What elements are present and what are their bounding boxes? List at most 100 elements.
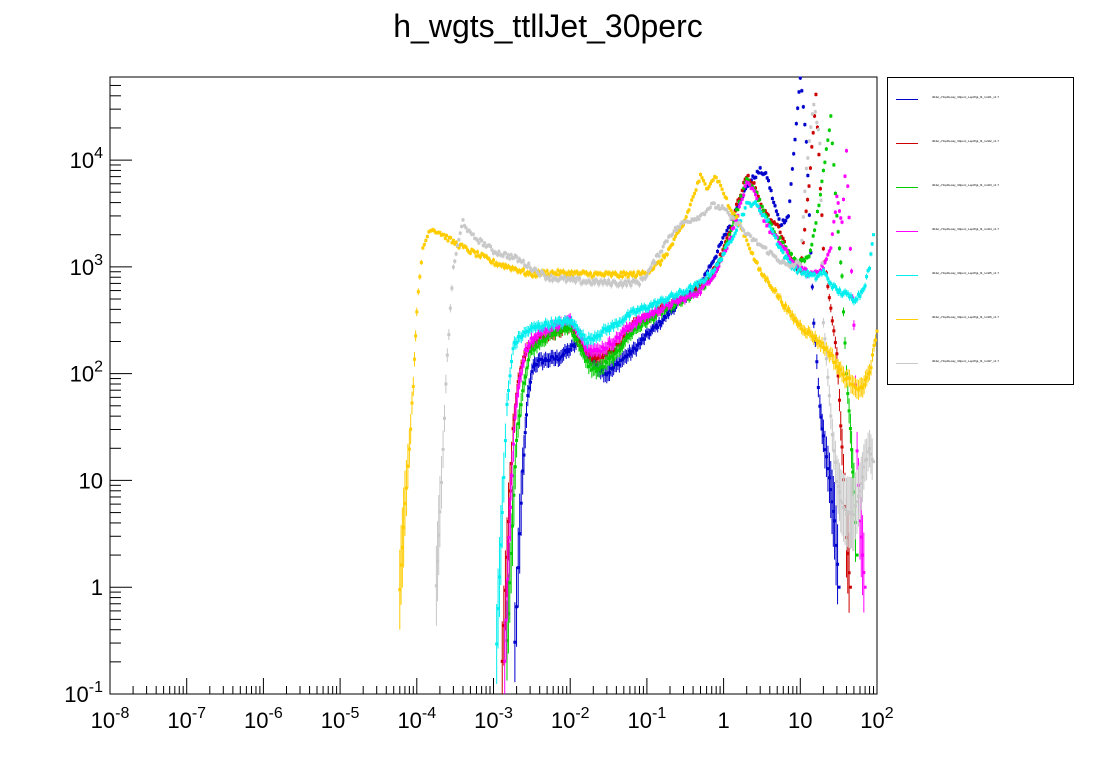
data-point — [500, 510, 504, 514]
data-point — [827, 128, 831, 132]
data-point — [756, 204, 760, 208]
data-point — [757, 267, 761, 271]
data-point — [617, 349, 621, 353]
data-point — [494, 261, 498, 265]
data-point — [517, 257, 521, 261]
data-point — [506, 253, 510, 257]
data-point — [617, 336, 621, 340]
data-point — [467, 228, 471, 232]
data-point — [826, 284, 830, 288]
data-point — [587, 279, 591, 283]
data-point — [769, 227, 773, 231]
data-point — [591, 278, 595, 282]
data-point — [816, 341, 820, 345]
x-tick-label: 1 — [717, 708, 729, 733]
data-point — [823, 160, 827, 164]
data-point — [810, 335, 814, 339]
data-point — [478, 255, 482, 259]
data-point — [853, 504, 857, 508]
data-point — [780, 223, 784, 227]
data-point — [684, 295, 688, 299]
data-point — [634, 348, 638, 352]
data-point — [650, 261, 654, 265]
data-point — [541, 271, 545, 275]
data-point — [570, 328, 574, 332]
data-point — [704, 277, 708, 281]
data-point — [652, 318, 656, 322]
data-point — [786, 307, 790, 311]
data-point — [529, 380, 533, 384]
legend-entry: ttllJet_cTopDecay_30perc_LepWgt_fit_run0… — [888, 178, 1075, 198]
data-point — [684, 215, 688, 219]
data-point — [450, 241, 454, 245]
data-point — [596, 356, 600, 360]
data-point — [855, 387, 859, 391]
data-point — [767, 252, 771, 256]
data-point — [781, 250, 785, 254]
data-point — [660, 321, 664, 325]
data-point — [730, 237, 734, 241]
data-point — [490, 248, 494, 252]
data-point — [566, 328, 570, 332]
data-point — [817, 273, 821, 277]
data-point — [557, 273, 561, 277]
data-point — [636, 318, 640, 322]
data-point — [641, 313, 645, 317]
data-point — [824, 257, 828, 261]
data-point — [824, 455, 828, 459]
data-point — [791, 260, 795, 264]
data-point — [762, 209, 766, 213]
data-point — [664, 315, 668, 319]
data-point — [466, 248, 470, 252]
data-point — [826, 138, 830, 142]
data-point — [753, 200, 757, 204]
data-point — [497, 250, 501, 254]
data-point — [714, 176, 718, 180]
data-point — [481, 244, 485, 248]
data-point — [732, 216, 736, 220]
data-point — [806, 270, 810, 274]
data-point — [728, 233, 732, 237]
legend-entry: ttllJet_cTopDecay_30perc_LepWgt_fit_run0… — [888, 266, 1075, 286]
data-point — [817, 153, 821, 157]
data-point — [509, 551, 513, 555]
data-point — [743, 234, 747, 238]
data-point — [785, 250, 789, 254]
data-point — [804, 167, 808, 171]
data-point — [839, 367, 843, 371]
axis-ticks — [109, 76, 878, 695]
data-point — [525, 413, 529, 417]
data-point — [863, 378, 867, 382]
data-point — [693, 192, 697, 196]
data-point — [810, 145, 814, 149]
data-point — [630, 273, 634, 277]
data-point — [735, 218, 739, 222]
data-point — [689, 284, 693, 288]
data-point — [725, 236, 729, 240]
data-point — [477, 241, 481, 245]
data-point — [784, 219, 788, 223]
data-point — [596, 347, 600, 351]
data-point — [778, 295, 782, 299]
data-point — [478, 237, 482, 241]
data-point — [626, 311, 630, 315]
data-point — [544, 330, 548, 334]
legend-entry: ttllJet_cTopDecay_30perc_LepWgt_fit_run0… — [888, 354, 1075, 374]
data-point — [713, 274, 717, 278]
data-point — [565, 274, 569, 278]
data-point — [660, 312, 664, 316]
data-point — [836, 290, 840, 294]
data-point — [544, 357, 548, 361]
data-point — [824, 357, 828, 361]
data-point — [439, 480, 443, 484]
data-point — [732, 211, 736, 215]
data-point — [544, 320, 548, 324]
data-point — [820, 261, 824, 265]
data-point — [779, 300, 783, 304]
data-point — [652, 266, 656, 270]
series-2 — [500, 92, 852, 694]
data-point — [858, 519, 862, 523]
data-point — [820, 427, 824, 431]
data-point — [790, 313, 794, 317]
data-point — [694, 188, 698, 192]
